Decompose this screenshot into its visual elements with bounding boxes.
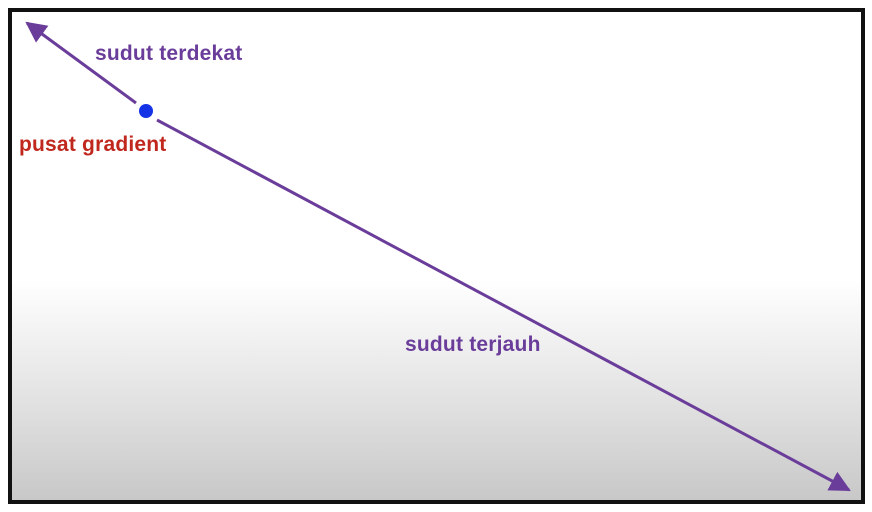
gradient-center-label: pusat gradient: [19, 133, 167, 156]
arrow-to-farthest-corner: [156, 118, 851, 492]
farthest-corner-label: sudut terjauh: [405, 333, 541, 356]
gradient-center-dot: [139, 104, 153, 118]
arrow-to-nearest-corner: [25, 21, 137, 105]
nearest-corner-label: sudut terdekat: [95, 42, 243, 65]
